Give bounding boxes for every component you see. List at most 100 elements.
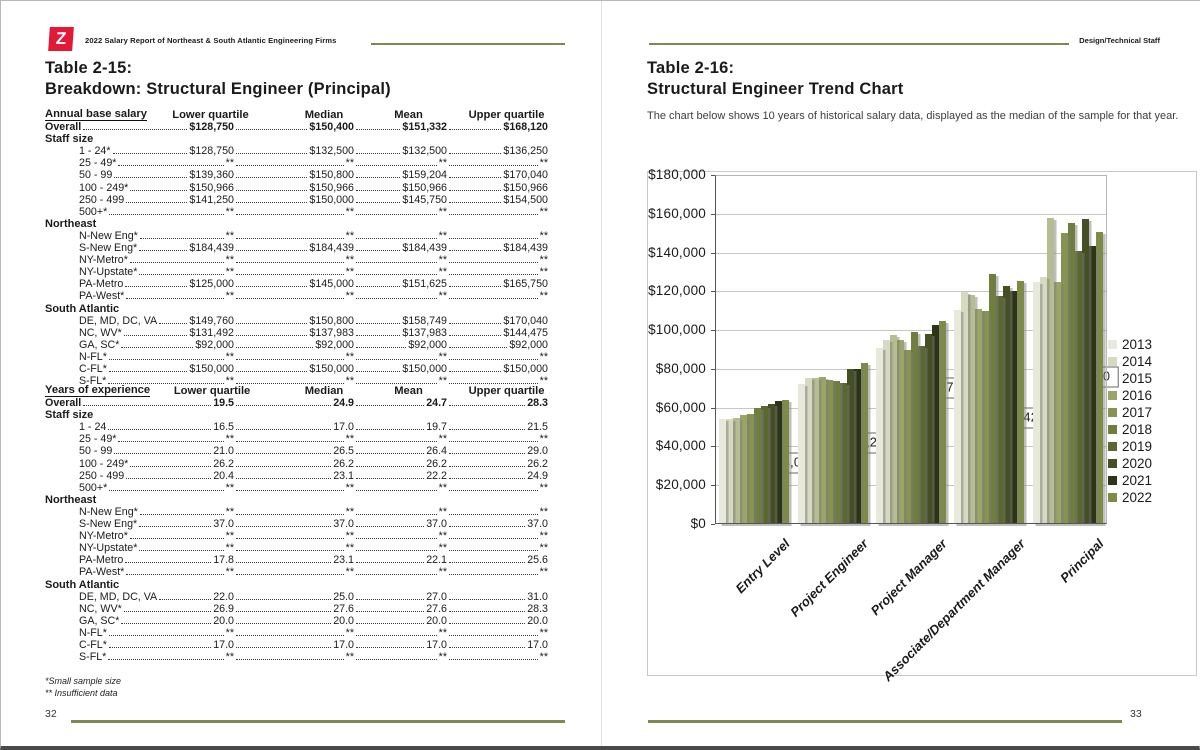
page-33: Design/Technical Staff Table 2-16: Struc… (601, 1, 1200, 746)
gridline (715, 213, 1107, 215)
row-value: $151,332 (402, 121, 447, 134)
table-row: N-FL* ** ** ** ** (45, 627, 548, 639)
y-axis-label: $40,000 (655, 438, 706, 454)
leader-dots (236, 129, 308, 131)
row-value: $144,475 (503, 326, 548, 339)
leader-dots (139, 250, 188, 252)
column-header: Median (304, 385, 344, 397)
row-cell: ** (107, 482, 234, 494)
y-axis-tick (711, 291, 715, 293)
leader-dots (139, 237, 224, 239)
row-value: ** (345, 433, 354, 446)
row-value: ** (539, 157, 548, 170)
row-value: ** (345, 566, 354, 579)
row-label: PA-West* (79, 566, 125, 579)
table-row: 100 - 249* 26.2 26.2 26.2 26.2 (45, 457, 548, 469)
row-value: $137,983 (402, 326, 447, 339)
leader-dots (236, 322, 308, 324)
bar-2020 (1081, 218, 1089, 524)
row-cell: ** (234, 267, 354, 278)
leader-dots (356, 538, 437, 540)
y-axis-label: $80,000 (655, 360, 706, 376)
legend-swatch (1108, 391, 1117, 400)
row-value: 20.0 (333, 614, 354, 627)
row-cell: 22.0 (157, 591, 234, 603)
leader-dots (356, 441, 437, 443)
row-cell: $92,000 (119, 338, 234, 351)
table-row: S-New Eng* 37.0 37.0 37.0 37.0 (45, 518, 548, 530)
row-value: ** (539, 375, 548, 388)
row-cell: ** (354, 376, 447, 387)
bar-2021 (1088, 245, 1096, 524)
leader-dots (356, 358, 437, 360)
row-value: 17.0 (333, 421, 354, 434)
row-value: 27.0 (426, 590, 447, 603)
row-cell: $150,000 (447, 363, 548, 375)
leader-dots (449, 538, 538, 540)
row-label: S-FL* (79, 651, 107, 664)
row-value: ** (345, 254, 354, 267)
row-cell: $165,750 (447, 279, 548, 290)
table-row: S-FL* ** ** ** ** (45, 375, 548, 387)
row-value: ** (539, 350, 548, 363)
leader-dots (449, 358, 538, 360)
table-row: Staff size (45, 409, 548, 421)
row-cell: ** (354, 206, 447, 218)
leader-dots (356, 610, 425, 612)
row-label: 500+* (79, 205, 108, 218)
row-value: ** (225, 542, 234, 555)
row-value: ** (539, 542, 548, 555)
table-row: NY-Metro* ** ** ** ** (45, 530, 548, 542)
row-value: 26.2 (333, 457, 354, 470)
leader-dots (126, 477, 212, 479)
gridline (715, 291, 1107, 293)
row-cell: 17.0 (234, 639, 354, 651)
y-axis-tick (711, 485, 715, 487)
leader-dots (83, 129, 188, 131)
row-value: ** (225, 505, 234, 518)
row-cell: ** (447, 482, 548, 494)
leader-dots (356, 477, 425, 479)
row-cell: $128,750 (111, 145, 234, 158)
bar-2013 (954, 309, 962, 524)
row-value: ** (345, 505, 354, 518)
running-header: 2022 Salary Report of Northeast & South … (85, 36, 337, 45)
leader-dots (449, 429, 526, 431)
row-value: ** (438, 481, 447, 494)
leader-dots (123, 610, 212, 612)
leader-dots (356, 513, 437, 515)
row-cell: 26.9 (122, 603, 234, 615)
row-value: ** (539, 530, 548, 543)
leader-dots (356, 298, 437, 300)
bar-2019 (1074, 250, 1082, 524)
row-cell: ** (124, 291, 234, 302)
row-value: $92,000 (195, 338, 234, 351)
row-cell: 37.0 (137, 519, 234, 530)
row-label: 1 - 24* (79, 145, 111, 158)
table-row: N-New Eng* ** ** ** ** (45, 506, 548, 518)
row-cell: ** (107, 351, 234, 363)
legend-item: 2013 (1108, 336, 1152, 353)
row-cell: ** (447, 291, 548, 302)
table-row: S-New Eng* $184,439 $184,439 $184,439 $184,4… (45, 242, 548, 254)
leader-dots (236, 574, 344, 576)
legend-swatch (1108, 442, 1117, 451)
bar-2013 (1032, 281, 1040, 524)
row-value: ** (225, 651, 234, 664)
bar-2014 (804, 377, 812, 524)
row-cell: $149,760 (157, 315, 234, 327)
row-value: 17.0 (213, 638, 234, 651)
row-value: $136,250 (503, 145, 548, 158)
row-label: 500+* (79, 481, 108, 494)
table-row: 50 - 99 $139,360 $150,800 $159,204 $170,040 (45, 169, 548, 181)
row-cell: 27.6 (354, 603, 447, 615)
leader-dots (449, 153, 502, 155)
leader-dots (236, 513, 344, 515)
row-cell: $151,625 (354, 279, 447, 290)
bar-2017 (982, 310, 990, 524)
legend-label: 2019 (1122, 439, 1153, 454)
bar-2021 (853, 368, 861, 524)
row-value: $128,750 (189, 145, 234, 158)
row-value: $184,439 (402, 242, 447, 255)
y-axis-label: $180,000 (648, 167, 706, 182)
